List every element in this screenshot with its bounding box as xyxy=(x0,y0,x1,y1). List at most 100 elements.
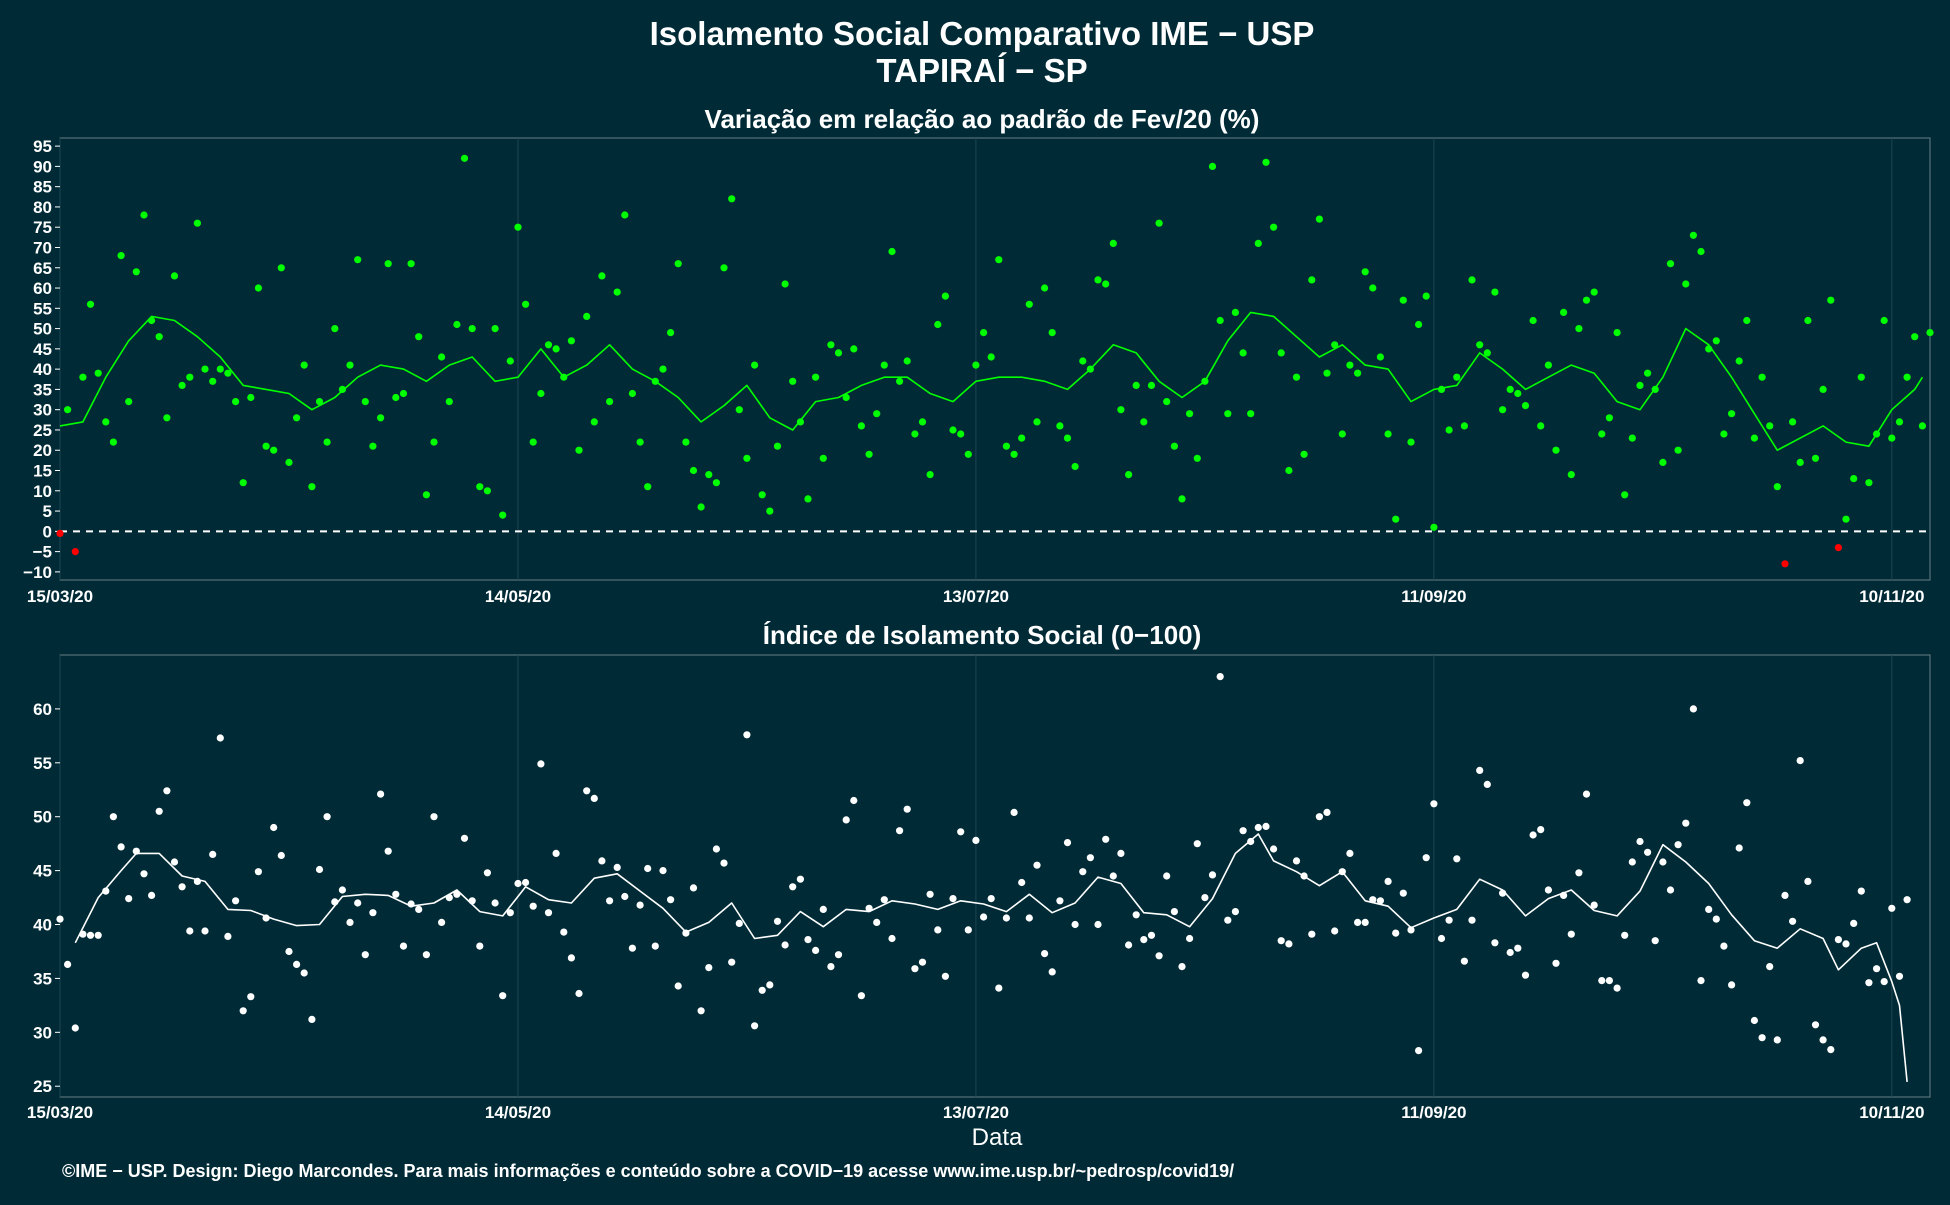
bottom-data-point xyxy=(331,898,339,906)
bottom-data-point xyxy=(1476,766,1484,775)
bottom-data-point xyxy=(1025,914,1033,922)
top-data-point xyxy=(1117,406,1125,414)
bottom-data-point xyxy=(285,947,293,956)
top-y-tick-label: 90 xyxy=(33,157,52,176)
top-data-point xyxy=(1415,320,1423,329)
bottom-data-point xyxy=(338,886,346,894)
top-data-point xyxy=(628,389,637,398)
bottom-data-point xyxy=(1125,941,1133,949)
bottom-data-point xyxy=(1529,831,1537,839)
top-data-point xyxy=(270,446,278,454)
bottom-y-tick-label: 50 xyxy=(33,808,52,827)
top-data-point xyxy=(178,381,186,389)
top-data-point xyxy=(1163,398,1171,406)
bottom-data-point xyxy=(445,894,453,902)
bottom-data-point xyxy=(1315,813,1323,821)
top-data-point xyxy=(621,211,629,219)
bottom-data-point xyxy=(460,834,469,842)
top-data-point xyxy=(544,341,553,349)
top-data-point xyxy=(766,507,774,515)
bottom-data-point xyxy=(1880,978,1888,986)
top-data-point xyxy=(1331,341,1339,349)
top-data-point xyxy=(842,393,850,402)
top-data-point xyxy=(1354,369,1362,377)
bottom-data-point xyxy=(766,981,774,989)
bottom-data-point xyxy=(86,931,95,939)
bottom-data-point xyxy=(583,787,591,795)
top-data-point xyxy=(743,454,751,462)
top-data-point xyxy=(369,442,377,450)
top-data-point xyxy=(537,389,545,398)
bottom-y-tick-label: 30 xyxy=(33,1023,52,1042)
top-data-point xyxy=(1216,316,1224,325)
top-data-point xyxy=(1208,162,1217,170)
top-data-point xyxy=(651,377,659,385)
bottom-data-point xyxy=(1262,822,1270,831)
top-y-tick-label: 55 xyxy=(33,299,52,318)
top-data-point xyxy=(163,414,171,422)
top-data-point xyxy=(415,333,423,341)
bottom-data-point xyxy=(1247,837,1255,846)
top-data-point xyxy=(346,361,354,369)
top-panel-plot: 15/03/20 14/05/20 13/07/20 11/09/20 10/11/20… xyxy=(23,137,1934,606)
bottom-data-point xyxy=(1758,1034,1766,1042)
top-panel-title: Variação em relação ao padrão de Fev/20 … xyxy=(705,104,1260,134)
top-data-point xyxy=(888,247,896,256)
bottom-data-point xyxy=(1445,916,1453,924)
top-data-point xyxy=(590,418,598,426)
top-data-point xyxy=(636,438,644,446)
top-data-point xyxy=(1819,385,1827,393)
top-y-tick-label: 60 xyxy=(33,279,52,298)
bottom-data-point xyxy=(827,963,835,971)
bottom-data-point xyxy=(1186,934,1194,943)
bottom-data-point xyxy=(1720,942,1728,950)
top-data-point xyxy=(1262,158,1270,166)
top-data-point xyxy=(407,260,415,268)
bottom-data-point xyxy=(1796,757,1804,765)
bottom-data-point xyxy=(590,794,598,803)
top-data-point xyxy=(804,495,812,503)
top-data-point xyxy=(1201,377,1209,385)
top-data-point xyxy=(1445,426,1453,434)
top-data-point xyxy=(109,438,117,446)
bottom-data-point xyxy=(1689,705,1697,713)
top-data-point xyxy=(1560,308,1568,316)
top-data-point xyxy=(1590,288,1598,296)
top-data-point xyxy=(1193,454,1201,462)
bottom-data-point xyxy=(354,899,362,907)
bottom-data-point xyxy=(926,890,934,898)
top-data-point xyxy=(522,300,530,308)
bottom-data-point xyxy=(1644,848,1652,856)
bottom-data-point xyxy=(1865,979,1873,987)
top-data-point xyxy=(1705,345,1713,353)
bottom-data-point xyxy=(987,895,995,903)
top-data-point xyxy=(499,511,507,519)
top-data-point xyxy=(834,349,843,357)
top-data-point xyxy=(1621,491,1629,499)
bottom-data-point xyxy=(522,878,530,887)
bottom-data-point xyxy=(1384,877,1392,886)
bottom-x-tick-label: 13/07/20 xyxy=(943,1103,1009,1122)
top-data-point xyxy=(315,398,324,406)
top-data-point xyxy=(399,389,408,398)
top-data-point xyxy=(926,471,934,479)
top-data-point xyxy=(1277,349,1285,357)
bottom-data-point xyxy=(1544,886,1552,894)
bottom-data-point xyxy=(1109,872,1117,880)
bottom-data-point xyxy=(1537,826,1545,834)
top-x-tick-label: 11/09/20 xyxy=(1401,587,1466,606)
bottom-data-point xyxy=(1056,897,1064,905)
bottom-data-point xyxy=(1697,977,1705,985)
bottom-data-point xyxy=(751,1022,759,1030)
top-data-point xyxy=(941,292,950,300)
bottom-data-point xyxy=(1468,916,1476,924)
top-data-point xyxy=(1018,434,1026,442)
bottom-data-point xyxy=(1903,896,1911,904)
bottom-data-point xyxy=(941,972,950,980)
bottom-data-point xyxy=(1834,936,1842,944)
top-data-point xyxy=(1079,357,1087,365)
top-data-point xyxy=(483,487,491,495)
top-x-tick-label: 14/05/20 xyxy=(485,587,551,606)
bottom-data-point xyxy=(392,890,400,898)
top-data-point xyxy=(1521,402,1530,410)
